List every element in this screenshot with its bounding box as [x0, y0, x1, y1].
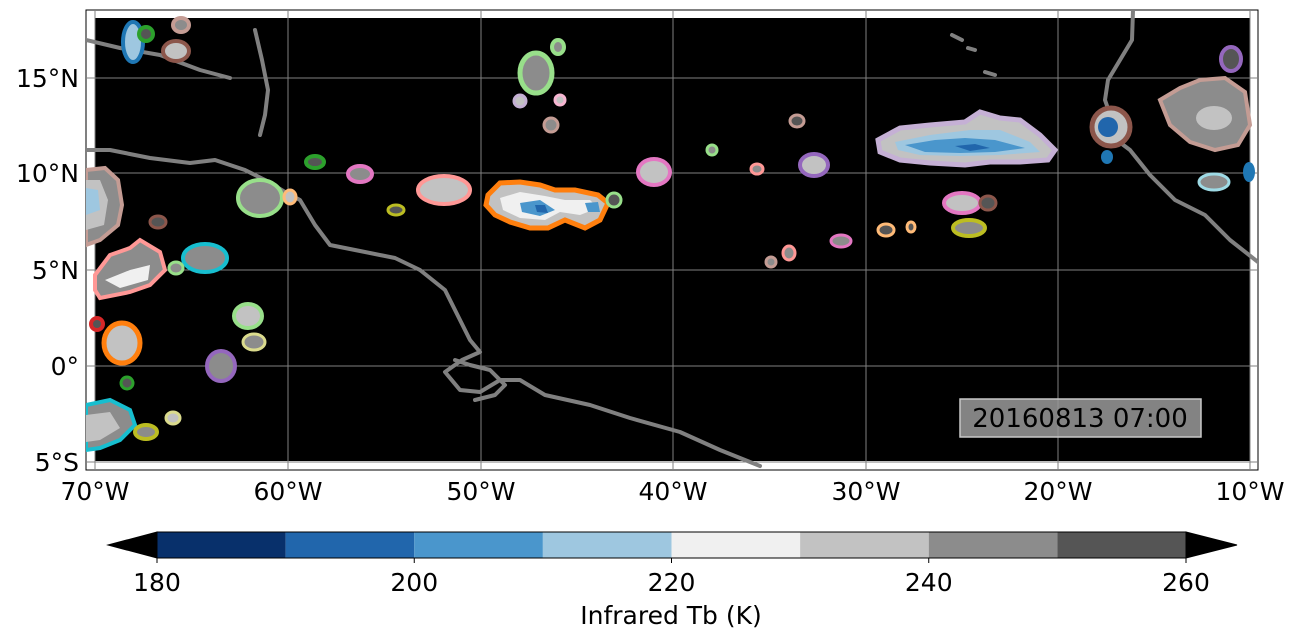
- lon-tick-30w: 30°W: [831, 477, 900, 506]
- cloud-cells: [89, 16, 1255, 441]
- timestamp-box: 20160813 07:00: [959, 398, 1202, 438]
- cloud-systems: [86, 16, 1255, 453]
- colorbar-ticks: 180 200 220 240 260: [133, 558, 1210, 597]
- timestamp-label: 20160813 07:00: [972, 404, 1188, 434]
- south-america-coast: [86, 148, 762, 468]
- colorbar-segment: [1057, 532, 1186, 558]
- colorbar-tick-label: 220: [648, 568, 696, 597]
- colorbar-segment: [542, 532, 672, 558]
- lesser-antilles: [253, 28, 270, 137]
- lat-tick-0: 0°: [51, 352, 79, 381]
- colorbar-segment: [157, 532, 286, 558]
- coastlines: [86, 10, 1258, 468]
- amazon-delta: [453, 358, 507, 402]
- cloud-system-central: [483, 179, 612, 231]
- colorbar-segment: [928, 532, 1058, 558]
- lon-tick-60w: 60°W: [253, 477, 322, 506]
- colorbar-extend-high: [1185, 531, 1238, 559]
- cloud-system-west-edge: [86, 165, 168, 453]
- gridlines: [86, 10, 1258, 470]
- colorbar-segment: [414, 532, 543, 558]
- lat-tick-labels: 15°N 10°N 5°N 0° 5°S: [16, 64, 79, 477]
- lat-tick-15n: 15°N: [16, 64, 79, 93]
- colorbar-tick-label: 260: [1162, 568, 1210, 597]
- lon-tick-50w: 50°W: [446, 477, 515, 506]
- cape-verde-c: [983, 70, 997, 77]
- lon-tick-20w: 20°W: [1023, 477, 1092, 506]
- caribbean-coast: [86, 38, 232, 80]
- colorbar-segment: [800, 532, 929, 558]
- colorbar-segment: [285, 532, 415, 558]
- colorbar-segments: [157, 532, 1186, 558]
- colorbar-tick-label: 240: [905, 568, 953, 597]
- lon-tick-70w: 70°W: [60, 477, 129, 506]
- lon-tick-40w: 40°W: [638, 477, 707, 506]
- cloud-system-east-large: [875, 109, 1059, 168]
- lat-tick-10n: 10°N: [16, 159, 79, 188]
- colorbar-label: Infrared Tb (K): [580, 601, 762, 630]
- colorbar-extend-low: [106, 531, 158, 559]
- lat-tick-5n: 5°N: [32, 256, 79, 285]
- cape-verde-a: [950, 33, 964, 42]
- cape-verde-b: [966, 46, 977, 52]
- lon-tick-labels: 70°W 60°W 50°W 40°W 30°W 20°W 10°W: [60, 477, 1284, 506]
- colorbar-tick-label: 200: [390, 568, 438, 597]
- map-content: [86, 10, 1258, 470]
- lon-tick-10w: 10°W: [1215, 477, 1284, 506]
- colorbar-segment: [671, 532, 801, 558]
- colorbar-tick-label: 180: [133, 568, 181, 597]
- colorbar: 180 200 220 240 260 Infrared Tb (K): [106, 531, 1238, 630]
- lat-tick-5s: 5°S: [35, 448, 79, 477]
